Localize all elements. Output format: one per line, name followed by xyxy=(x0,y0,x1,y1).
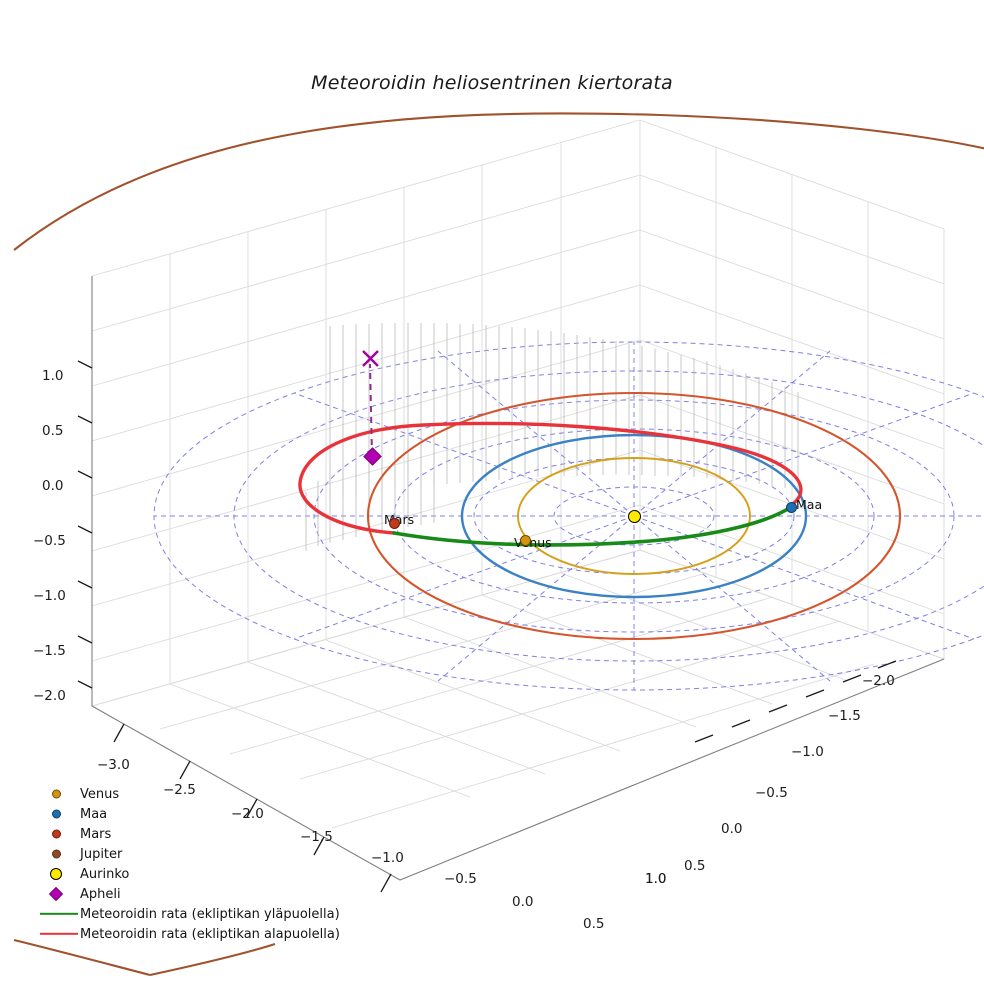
marker-maa xyxy=(785,501,797,513)
legend-label: Aurinko xyxy=(80,866,130,882)
legend-label: Mars xyxy=(80,826,112,842)
legend-key-dot-icon xyxy=(36,844,80,864)
legend: Venus Maa Mars Jupiter Aurinko Apheli Meteoroi… xyxy=(36,784,340,944)
marker-venus xyxy=(519,534,531,546)
tick-label-right: −1.5 xyxy=(828,708,861,724)
orbit-mars xyxy=(366,391,902,641)
chart-title: Meteoroidin heliosentrinen kiertorata xyxy=(311,72,673,94)
legend-item[interactable]: Mars xyxy=(36,824,340,844)
orbit-jupiter xyxy=(13,112,984,977)
legend-swatch xyxy=(52,809,61,819)
legend-item[interactable]: Apheli xyxy=(36,884,340,904)
orbit-maa xyxy=(460,433,808,599)
body-label-maa: Maa xyxy=(796,497,823,512)
legend-key-dot-icon xyxy=(36,804,80,824)
legend-key-big-dot-icon xyxy=(36,864,80,884)
legend-item[interactable]: Meteoroidin rata (ekliptikan alapuolella… xyxy=(36,924,340,944)
marker-mars xyxy=(388,517,400,529)
tick-label-bottom-left: 0.0 xyxy=(512,894,534,910)
tick-label-bottom-left: −1.0 xyxy=(371,850,404,866)
legend-label: Apheli xyxy=(80,886,121,902)
legend-swatch xyxy=(52,829,61,839)
orbit-venus xyxy=(517,457,751,575)
tick-label-right: 0.5 xyxy=(684,858,706,874)
tick-label-bottom-left: −2.5 xyxy=(163,782,196,798)
legend-key-line-icon xyxy=(36,924,80,944)
legend-swatch xyxy=(40,912,78,916)
legend-item[interactable]: Aurinko xyxy=(36,864,340,884)
legend-label: Maa xyxy=(80,806,108,822)
tick-label-bottom-left: −0.5 xyxy=(444,871,477,887)
tick-label-bottom-left: −2.0 xyxy=(231,806,264,822)
tick-label-bottom-left: 1.0 xyxy=(645,871,667,887)
legend-swatch xyxy=(52,789,61,799)
aphelion-drop-line xyxy=(362,350,379,457)
tick-label-right: −2.0 xyxy=(862,673,895,689)
legend-item[interactable]: Meteoroidin rata (ekliptikan yläpuolella… xyxy=(36,904,340,924)
legend-swatch xyxy=(52,849,61,859)
tick-label-right: −0.5 xyxy=(755,785,788,801)
meteoroid-orbit-above-ecliptic xyxy=(392,505,793,547)
axis-spines xyxy=(91,276,945,881)
tick-label-right: −1.0 xyxy=(791,744,824,760)
legend-key-diamond-icon xyxy=(36,884,80,904)
tick-label-bottom-left: 0.5 xyxy=(583,916,605,932)
tick-label-bottom-left: −3.0 xyxy=(97,757,130,773)
tick-label-right: 1.0 xyxy=(645,871,667,887)
tick-label-left: 1.0 xyxy=(42,368,64,384)
legend-key-dot-icon xyxy=(36,824,80,844)
axis-ticks xyxy=(77,360,897,893)
legend-swatch xyxy=(50,868,62,880)
legend-swatch xyxy=(48,886,64,902)
legend-item[interactable]: Jupiter xyxy=(36,844,340,864)
legend-key-line-icon xyxy=(36,904,80,924)
legend-label: Meteoroidin rata (ekliptikan alapuolella… xyxy=(80,926,340,942)
tick-label-left: −0.5 xyxy=(33,533,66,549)
legend-label: Jupiter xyxy=(80,846,123,862)
orbit-height-stems xyxy=(305,323,799,551)
tick-label-left: −2.0 xyxy=(33,688,66,704)
tick-label-right: 0.0 xyxy=(721,821,743,837)
tick-label-left: 0.5 xyxy=(42,423,64,439)
meteoroid-orbit-below-ecliptic xyxy=(298,421,803,535)
legend-label: Venus xyxy=(80,786,120,802)
legend-key-dot-icon xyxy=(36,784,80,804)
legend-label: Meteoroidin rata (ekliptikan yläpuolella… xyxy=(80,906,340,922)
legend-item[interactable]: Maa xyxy=(36,804,340,824)
tick-label-left: 0.0 xyxy=(42,478,64,494)
marker-aurinko xyxy=(627,509,641,523)
tick-label-left: −1.5 xyxy=(33,643,66,659)
tick-label-left: −1.0 xyxy=(33,588,66,604)
ecliptic-polar-grid xyxy=(153,341,984,691)
legend-item[interactable]: Venus xyxy=(36,784,340,804)
legend-swatch xyxy=(40,932,78,936)
tick-label-bottom-left: −1.5 xyxy=(300,829,333,845)
